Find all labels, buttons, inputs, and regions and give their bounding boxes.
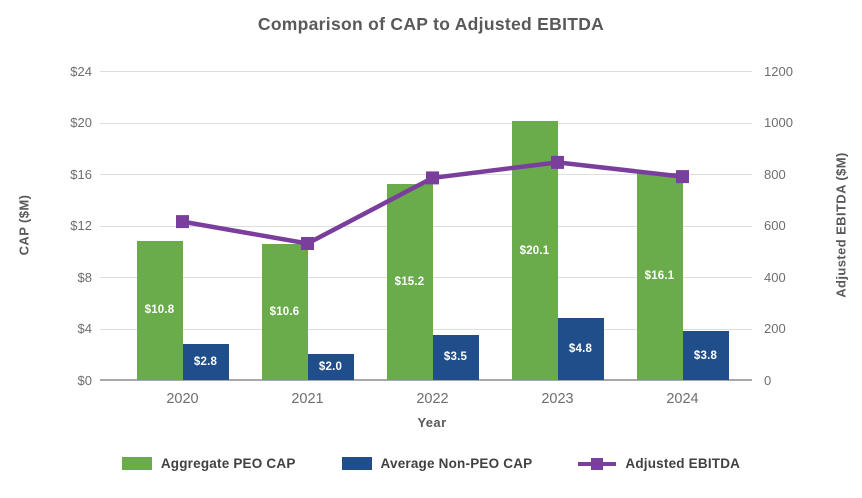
left-axis-tick: $16 xyxy=(70,166,92,182)
bar-data-label: $20.1 xyxy=(519,244,550,257)
legend-label: Average Non-PEO CAP xyxy=(380,456,533,471)
legend-line-marker-icon xyxy=(578,457,617,470)
right-axis-tick: 1000 xyxy=(764,115,793,130)
bar-data-label: $10.6 xyxy=(269,305,300,318)
bar-average-non-peo-cap-2021 xyxy=(307,354,354,380)
legend-swatch-icon xyxy=(341,457,372,470)
x-axis-title: Year xyxy=(417,415,447,430)
bar-data-label: $3.8 xyxy=(693,349,718,362)
bar-aggregate-peo-cap-2020 xyxy=(136,240,183,380)
bar-data-label: $4.8 xyxy=(568,343,593,356)
right-axis-tick: 0 xyxy=(764,372,772,388)
line-marker xyxy=(551,155,564,169)
left-axis-tick: $12 xyxy=(70,218,92,233)
line-series-layer xyxy=(176,155,689,250)
x-axis-line xyxy=(100,379,752,381)
legend-label: Aggregate PEO CAP xyxy=(160,456,296,471)
bar-average-non-peo-cap-2020 xyxy=(182,343,229,380)
gridline xyxy=(100,122,752,124)
bar-aggregate-peo-cap-2021 xyxy=(261,243,308,380)
line-marker xyxy=(426,171,439,185)
left-axis-tick: $8 xyxy=(77,269,92,285)
legend: Aggregate PEO CAP Average Non-PEO CAP Adju… xyxy=(0,456,862,471)
bar-data-label: $16.1 xyxy=(644,270,675,283)
right-axis-title: Adjusted EBITDA ($M) xyxy=(833,152,849,298)
left-axis-tick: $0 xyxy=(77,372,92,388)
line-marker xyxy=(301,237,314,250)
x-category-label: 2020 xyxy=(166,391,199,407)
bar-aggregate-peo-cap-2024 xyxy=(636,172,683,380)
bar-data-label: $2.8 xyxy=(193,355,218,368)
x-category-label: 2024 xyxy=(666,391,699,407)
right-axis-tick: 400 xyxy=(764,269,786,285)
bar-aggregate-peo-cap-2022 xyxy=(386,184,433,380)
right-axis-tick: 1200 xyxy=(764,63,793,79)
bar-average-non-peo-cap-2022 xyxy=(432,334,479,380)
bar-data-label: $10.8 xyxy=(144,304,175,317)
x-category-label: 2022 xyxy=(416,391,449,407)
legend-label: Adjusted EBITDA xyxy=(625,456,741,471)
legend-item-aggregate-peo-cap: Aggregate PEO CAP xyxy=(121,456,296,471)
left-axis-tick: $24 xyxy=(70,63,92,79)
legend-item-average-non-peo-cap: Average Non-PEO CAP xyxy=(341,456,533,471)
bar-data-label: $3.5 xyxy=(443,351,468,364)
right-axis-tick: 200 xyxy=(764,321,786,336)
x-category-label: 2023 xyxy=(541,391,574,407)
bar-data-label: $15.2 xyxy=(394,276,425,289)
x-category-label: 2021 xyxy=(291,391,324,407)
bar-average-non-peo-cap-2023 xyxy=(557,318,604,380)
left-axis-title: CAP ($M) xyxy=(16,194,32,256)
gridline xyxy=(100,71,752,72)
line-marker xyxy=(176,215,189,229)
left-axis-tick: $20 xyxy=(70,115,92,130)
left-axis-tick: $4 xyxy=(77,321,92,336)
bar-data-label: $2.0 xyxy=(318,361,343,374)
right-axis-tick: 800 xyxy=(764,166,786,182)
legend-item-adjusted-ebitda: Adjusted EBITDA xyxy=(578,456,740,471)
line-marker xyxy=(676,170,689,184)
bar-average-non-peo-cap-2024 xyxy=(682,331,729,380)
chart-title: Comparison of CAP to Adjusted EBITDA xyxy=(257,14,605,34)
legend-swatch-icon xyxy=(121,457,152,470)
right-axis-tick: 600 xyxy=(764,218,786,233)
